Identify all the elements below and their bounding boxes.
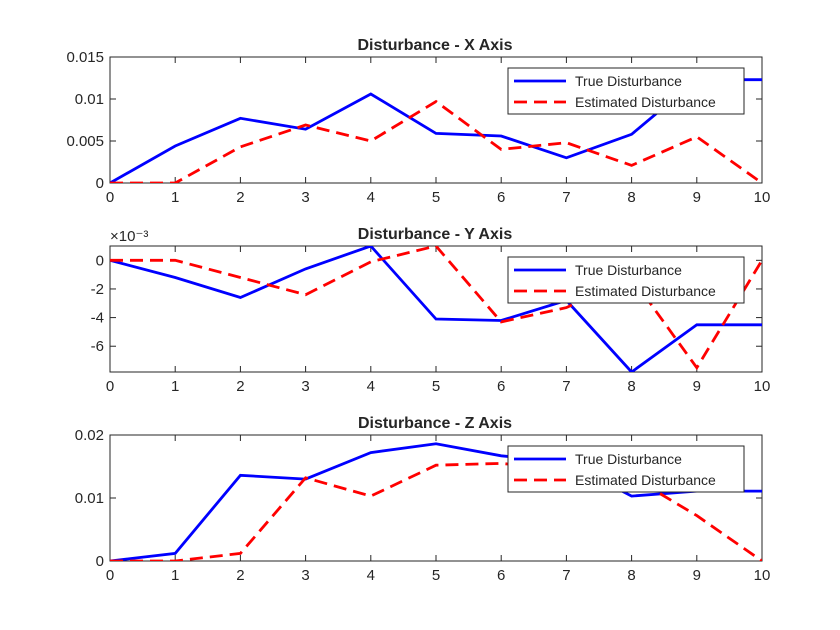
x-tick-label: 2 xyxy=(236,189,244,206)
x-tick-label: 0 xyxy=(106,189,114,206)
x-tick-label: 6 xyxy=(497,189,505,206)
x-tick-label: 6 xyxy=(497,378,505,395)
series-group xyxy=(110,246,762,372)
x-tick-label: 10 xyxy=(754,189,771,206)
subplot-title: Disturbance - X Axis xyxy=(357,37,512,54)
x-tick-label: 8 xyxy=(627,567,635,584)
legend: True Disturbance Estimated Disturbance xyxy=(507,445,745,493)
true-series-line xyxy=(110,442,762,561)
y-tick-label: -6 xyxy=(91,338,104,355)
legend-box xyxy=(507,445,745,493)
plot-area: 0 1 2 3 4 5 6 7 8 9 10 0 0.01 0.02 True Disturbance Est… xyxy=(75,427,771,584)
x-tick-label: 2 xyxy=(236,567,244,584)
legend-box xyxy=(507,256,745,304)
subplot-x-axis: Disturbance - X Axis 0 1 2 3 4 5 6 7 8 9 1000.0050… xyxy=(66,37,770,206)
subplot-y-axis: Disturbance - Y Axis ×10⁻³ 0 1 2 3 4 5 6 7 8 9 100… xyxy=(91,226,771,395)
legend-label: Estimated Disturbance xyxy=(575,472,716,488)
y-tick-label: -4 xyxy=(91,310,104,327)
y-tick-label: 0.02 xyxy=(75,427,104,444)
x-tick-label: 10 xyxy=(754,378,771,395)
x-tick-label: 3 xyxy=(301,378,309,395)
x-tick-label: 4 xyxy=(367,378,375,395)
x-tick-label: 2 xyxy=(236,378,244,395)
x-tick-label: 10 xyxy=(754,567,771,584)
x-tick-label: 4 xyxy=(367,189,375,206)
true-series-line xyxy=(110,246,762,372)
x-tick-label: 9 xyxy=(693,378,701,395)
estimated-series-line xyxy=(110,246,762,371)
x-tick-label: 1 xyxy=(171,189,179,206)
y-exponent-label: ×10⁻³ xyxy=(110,228,148,245)
estimated-series-line xyxy=(110,99,762,183)
x-tick-label: 0 xyxy=(106,567,114,584)
true-series-line xyxy=(110,78,762,183)
x-tick-label: 8 xyxy=(627,189,635,206)
x-tick-label: 6 xyxy=(497,567,505,584)
y-tick-label: 0.01 xyxy=(75,91,104,108)
x-tick-label: 1 xyxy=(171,378,179,395)
legend-box xyxy=(507,67,745,115)
x-tick-label: 3 xyxy=(301,189,309,206)
plot-area: 0 1 2 3 4 5 6 7 8 9 10 0 -2 -4 -6 True Disturbance Estim… xyxy=(91,245,771,395)
x-tick-label: 8 xyxy=(627,378,635,395)
y-tick-label: 0.015 xyxy=(66,49,104,66)
x-tick-label: 5 xyxy=(432,189,440,206)
series-group xyxy=(110,78,762,183)
legend: True Disturbance Estimated Disturbance xyxy=(507,256,745,304)
plot-area: 0 1 2 3 4 5 6 7 8 9 10 0 0.005 0.01 0.015 True Disturba… xyxy=(66,49,770,206)
y-tick-label: 0 xyxy=(96,175,104,192)
x-tick-label: 1 xyxy=(171,567,179,584)
y-tick-label: 0 xyxy=(96,553,104,570)
subplot-z-axis: Disturbance - Z Axis 0 1 2 3 4 5 6 7 8 9 10 0 0.01 0.… xyxy=(75,415,771,584)
y-tick-label: 0 xyxy=(96,252,104,269)
x-tick-label: 7 xyxy=(562,378,570,395)
legend-label: Estimated Disturbance xyxy=(575,94,716,110)
legend-label: True Disturbance xyxy=(575,451,682,467)
x-tick-label: 7 xyxy=(562,189,570,206)
legend: True Disturbance Estimated Disturbance xyxy=(507,67,745,115)
x-tick-label: 9 xyxy=(693,189,701,206)
legend-label: True Disturbance xyxy=(575,262,682,278)
x-tick-label: 0 xyxy=(106,378,114,395)
x-tick-label: 5 xyxy=(432,567,440,584)
legend-label: Estimated Disturbance xyxy=(575,283,716,299)
x-tick-label: 9 xyxy=(693,567,701,584)
legend-label: True Disturbance xyxy=(575,73,682,89)
y-tick-label: -2 xyxy=(91,281,104,298)
subplot-title: Disturbance - Z Axis xyxy=(358,415,512,432)
x-tick-label: 5 xyxy=(432,378,440,395)
x-tick-label: 4 xyxy=(367,567,375,584)
y-tick-label: 0.005 xyxy=(66,133,104,150)
x-tick-label: 3 xyxy=(301,567,309,584)
y-tick-label: 0.01 xyxy=(75,490,104,507)
subplot-title: Disturbance - Y Axis xyxy=(358,226,513,243)
x-tick-label: 7 xyxy=(562,567,570,584)
